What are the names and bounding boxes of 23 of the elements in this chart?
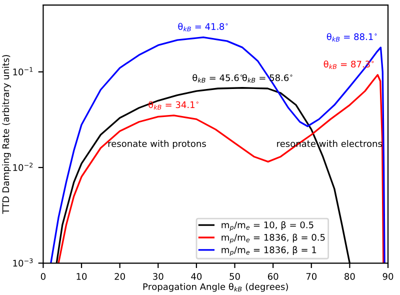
legend-label: m$_{p}$/m$_{e}$ = 10, β = 0.5 (222, 221, 314, 231)
x-tick-label: 70 (306, 273, 317, 280)
legend-label: m$_{p}$/m$_{e}$ = 1836, β = 0.5 (222, 234, 325, 244)
y-tick-label: 10$^{−3}$ (13, 258, 33, 267)
x-tick-label: 20 (114, 273, 125, 280)
y-axis-title: TTD Damping Rate (arbitrary units) (2, 55, 11, 214)
x-tick-label: 10 (76, 273, 87, 280)
x-tick-label: 0 (40, 273, 46, 280)
y-tick-label: 10$^{−1}$ (13, 67, 33, 76)
x-tick-label: 60 (268, 273, 278, 280)
annotation: θ$_{kB}$ = 45.6$^{∘}$ (192, 74, 242, 83)
annotation: θ$_{kB}$ = 41.8$^{∘}$ (178, 22, 228, 32)
x-axis-title: Propagation Angle θ$_{kB}$ (degrees) (143, 282, 288, 292)
annotation: resonate with protons (108, 140, 206, 149)
x-tick-label: 40 (191, 273, 202, 280)
x-tick-label: 90 (382, 273, 394, 280)
x-tick-label: 50 (230, 273, 240, 280)
x-tick-label: 80 (344, 273, 355, 280)
y-tick-label: 10$^{−2}$ (13, 162, 33, 171)
annotation: θ$_{kB}$ = 58.6$^{∘}$ (242, 74, 292, 83)
legend-label: m$_{p}$/m$_{e}$ = 1836, β = 1 (222, 246, 316, 256)
annotation: θ$_{kB}$ = 88.1$^{∘}$ (326, 33, 377, 42)
x-tick-label: 30 (153, 273, 164, 280)
